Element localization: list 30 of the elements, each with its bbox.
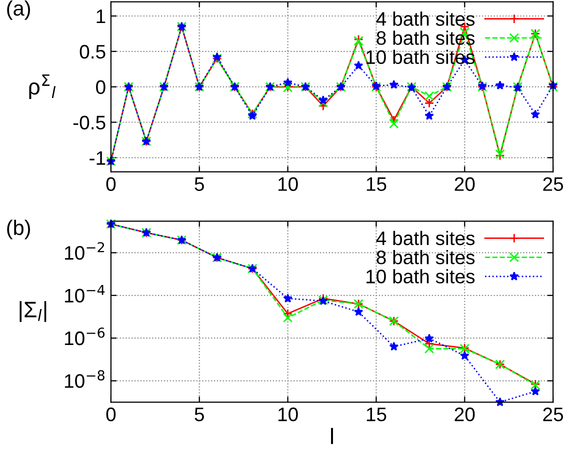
x-tick-label: 0 xyxy=(106,408,116,422)
x-tick-label: 25 xyxy=(543,408,564,422)
legend-label: 4 bath sites xyxy=(376,230,475,246)
x-axis-title: l xyxy=(331,428,333,444)
y-tick-label: 0.5 xyxy=(80,44,106,59)
y-axis-title: ρ$^{Σ}$$_{l}$ xyxy=(29,74,56,99)
y-tick-label: 0 xyxy=(96,80,106,94)
x-tick-label: 10 xyxy=(278,408,298,422)
legend-label: 4 bath sites xyxy=(376,12,475,26)
text: (a) xyxy=(7,0,30,20)
x-tick-label: 0 xyxy=(106,177,116,191)
legend-label: 10 bath sites xyxy=(366,269,475,284)
x-tick-label: 15 xyxy=(366,408,386,422)
y-tick-label: 10$^{−4}$ xyxy=(65,284,105,303)
y-tick-label: 10$^{−6}$ xyxy=(65,327,105,346)
x-tick-label: 5 xyxy=(194,408,204,422)
y-tick-label: 1 xyxy=(96,10,106,24)
x-tick-label: 15 xyxy=(366,177,386,191)
y-tick-label: -1 xyxy=(90,151,106,165)
y-tick-label: 10$^{−8}$ xyxy=(65,370,104,388)
x-tick-label: 10 xyxy=(278,177,298,191)
x-tick-label: 5 xyxy=(194,177,204,191)
text: (b) xyxy=(7,220,30,240)
y-axis-title: |Σ$_{l}$| xyxy=(20,301,46,322)
x-tick-label: 20 xyxy=(454,177,475,191)
y-tick-label: 10$^{−2}$ xyxy=(65,242,104,260)
legend-label: 8 bath sites xyxy=(376,250,475,264)
y-tick-label: -0.5 xyxy=(73,116,106,130)
x-tick-label: 20 xyxy=(454,408,475,422)
x-tick-label: 25 xyxy=(543,177,564,191)
